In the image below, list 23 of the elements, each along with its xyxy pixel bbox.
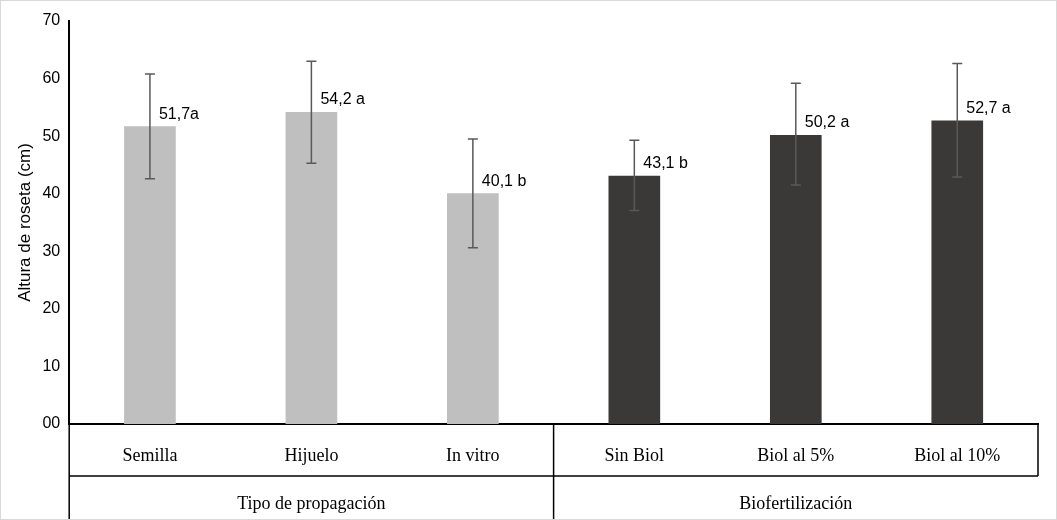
data-label: 43,1 b [643,154,688,172]
data-label: 51,7a [158,104,200,122]
x-tick-label: Hijuelo [284,444,339,465]
y-tick-label: 00 [42,414,61,432]
x-tick-label: In vitro [446,444,500,465]
y-tick-label: 50 [42,126,61,144]
data-label: 52,7 a [966,99,1011,116]
data-label: 40,1 b [481,171,527,189]
x-tick-label: Biol al 10% [914,444,1001,465]
data-label: 50,2 a [804,113,850,131]
y-axis-title: Altura de roseta (cm) [14,143,34,302]
y-tick-label: 70 [42,11,61,29]
x-tick-label: Sin Biol [604,444,665,465]
text: Biofertilización [739,492,853,513]
x-tick-label: Semilla [122,444,178,465]
y-tick-label: 40 [42,184,61,202]
data-label: 54,2 a [320,90,365,108]
y-tick-label: 30 [42,241,61,259]
text: Tipo de propagación [237,492,386,513]
y-tick-label: 60 [42,68,61,86]
y-tick-label: 20 [42,299,61,317]
y-tick-label: 10 [42,356,61,374]
x-tick-label: Biol al 5% [757,444,835,465]
